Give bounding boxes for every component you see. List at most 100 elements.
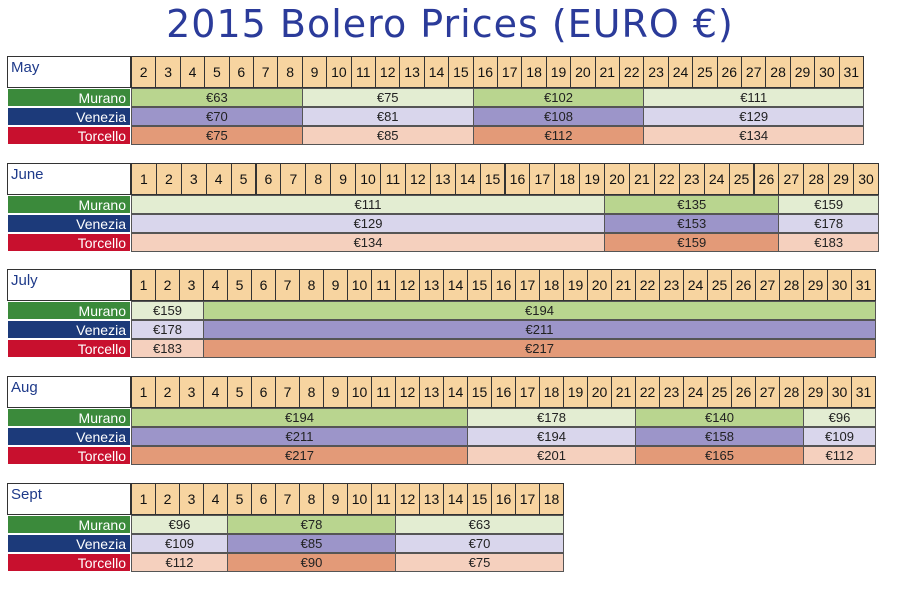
price-cell-torcello: €75 (395, 553, 564, 572)
day-header-cell: 22 (653, 163, 680, 195)
day-header-cell: 21 (594, 56, 620, 88)
day-header-cell: 22 (619, 56, 645, 88)
day-header-cell: 18 (554, 163, 581, 195)
day-header-cell: 27 (778, 163, 805, 195)
month-block-may: May 2 3 4 5 6 7 8 9 10 11 12 13 14 15 16 17 18 19 20 21 22 23 2… (7, 56, 864, 145)
price-cell-venezia: €153 (604, 214, 780, 233)
day-header-cell: 6 (228, 56, 254, 88)
day-header-cell: 30 (853, 163, 879, 195)
day-header-cell: 26 (731, 376, 756, 408)
price-cell-murano: €78 (227, 515, 396, 534)
day-header-cell: 17 (529, 163, 556, 195)
day-header-cell: 5 (227, 269, 252, 301)
day-header-cell: 2 (131, 56, 157, 88)
row-label-venezia: Venezia (7, 107, 131, 126)
day-header-cell: 17 (515, 376, 540, 408)
price-cell-murano: €111 (131, 195, 606, 214)
price-cell-torcello: €183 (131, 339, 204, 358)
day-header-cell: 24 (683, 376, 708, 408)
day-header-cell: 16 (491, 269, 516, 301)
price-cell-torcello: €112 (803, 446, 876, 465)
day-header-cell: 11 (380, 163, 406, 195)
day-header-cell: 18 (539, 269, 564, 301)
day-header-cell: 16 (491, 483, 516, 515)
price-cell-venezia: €129 (643, 107, 864, 126)
day-header-cell: 12 (395, 483, 420, 515)
month-name: July (7, 269, 131, 301)
day-header-cell: 28 (765, 56, 791, 88)
day-header-cell: 30 (827, 269, 852, 301)
day-header-cell: 15 (467, 376, 492, 408)
day-header-cell: 23 (643, 56, 669, 88)
day-header-cell: 13 (399, 56, 425, 88)
day-header-cell: 13 (419, 376, 444, 408)
day-header-cell: 20 (587, 376, 612, 408)
day-header-cell: 3 (180, 163, 207, 195)
price-cell-venezia: €211 (131, 427, 468, 446)
price-cell-murano: €96 (803, 408, 876, 427)
day-header-cell: 25 (707, 376, 732, 408)
price-cell-murano: €135 (604, 195, 780, 214)
day-header-cell: 30 (827, 376, 852, 408)
day-header-cell: 8 (299, 483, 324, 515)
price-cell-murano: €159 (778, 195, 879, 214)
day-header-cell: 3 (179, 376, 204, 408)
day-header-cell: 28 (779, 376, 804, 408)
price-cell-torcello: €183 (778, 233, 879, 252)
row-label-torcello: Torcello (7, 339, 131, 358)
day-header-cell: 9 (323, 269, 348, 301)
price-cell-venezia: €81 (301, 107, 474, 126)
day-header-cell: 9 (323, 483, 348, 515)
row-label-torcello: Torcello (7, 233, 131, 252)
day-header-cell: 4 (203, 376, 228, 408)
day-header-cell: 19 (579, 163, 606, 195)
day-header-cell: 14 (423, 56, 450, 88)
day-header-cell: 27 (741, 56, 767, 88)
row-label-murano: Murano (7, 301, 131, 320)
day-header-cell: 4 (203, 269, 228, 301)
day-header-cell: 28 (779, 269, 804, 301)
price-cell-murano: €159 (131, 301, 204, 320)
day-header-cell: 1 (131, 269, 156, 301)
day-header-cell: 10 (326, 56, 352, 88)
day-header-cell: 18 (539, 483, 564, 515)
day-header-cell: 4 (205, 163, 232, 195)
price-cell-torcello: €159 (604, 233, 780, 252)
day-header-cell: 11 (350, 56, 376, 88)
day-header-cell: 1 (131, 376, 156, 408)
day-header-cell: 3 (179, 269, 204, 301)
day-header-cell: 3 (155, 56, 181, 88)
day-header-cell: 27 (755, 376, 780, 408)
row-label-venezia: Venezia (7, 320, 131, 339)
row-label-venezia: Venezia (7, 427, 131, 446)
day-header-cell: 19 (545, 56, 572, 88)
day-header-cell: 7 (275, 376, 300, 408)
day-header-cell: 19 (563, 376, 588, 408)
day-header-cell: 13 (429, 163, 456, 195)
price-cell-torcello: €112 (472, 126, 645, 145)
row-label-torcello: Torcello (7, 446, 131, 465)
price-cell-venezia: €178 (778, 214, 879, 233)
day-header-cell: 29 (803, 269, 828, 301)
row-label-venezia: Venezia (7, 214, 131, 233)
day-header-cell: 9 (301, 56, 328, 88)
day-header-cell: 2 (155, 163, 182, 195)
month-block-sept: Sept 1 2 3 4 5 6 7 8 9 10 11 12 13 14 15 16 17 18 Murano Ven… (7, 483, 564, 572)
day-header-cell: 31 (838, 56, 864, 88)
day-header-cell: 22 (635, 376, 660, 408)
price-cell-venezia: €194 (467, 427, 636, 446)
day-header-cell: 23 (678, 163, 705, 195)
row-label-torcello: Torcello (7, 553, 131, 572)
day-header-cell: 17 (497, 56, 523, 88)
day-header-cell: 18 (539, 376, 564, 408)
day-header-cell: 8 (299, 376, 324, 408)
day-header-cell: 5 (227, 376, 252, 408)
day-header-cell: 20 (604, 163, 630, 195)
day-header-cell: 14 (443, 483, 468, 515)
month-name: May (7, 56, 131, 88)
day-header-cell: 16 (491, 376, 516, 408)
day-header-cell: 7 (275, 269, 300, 301)
price-cell-venezia: €129 (131, 214, 606, 233)
day-header-cell: 4 (203, 483, 228, 515)
day-header-cell: 25 (728, 163, 755, 195)
